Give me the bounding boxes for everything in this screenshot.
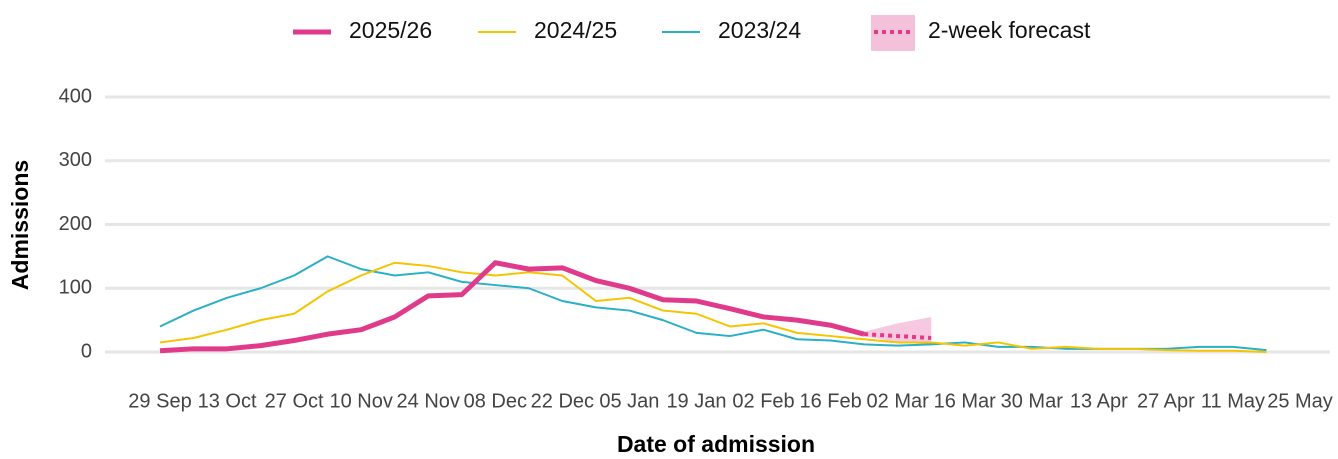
x-tick-label: 27 Apr bbox=[1137, 390, 1195, 412]
x-tick-label: 16 Feb bbox=[799, 390, 861, 412]
legend-label: 2-week forecast bbox=[928, 17, 1091, 43]
y-tick-label: 300 bbox=[59, 149, 92, 171]
x-tick-label: 19 Jan bbox=[666, 390, 726, 412]
legend-label: 2024/25 bbox=[534, 17, 617, 43]
x-tick-label: 02 Mar bbox=[867, 390, 930, 412]
y-tick-label: 400 bbox=[59, 85, 92, 107]
x-tick-label: 10 Nov bbox=[329, 390, 392, 412]
y-tick-label: 100 bbox=[59, 277, 92, 299]
x-tick-label: 27 Oct bbox=[265, 390, 324, 412]
legend-label: 2023/24 bbox=[718, 17, 801, 43]
x-tick-label: 24 Nov bbox=[397, 390, 460, 412]
legend-label: 2025/26 bbox=[349, 17, 432, 43]
x-tick-label: 02 Feb bbox=[732, 390, 794, 412]
series-line bbox=[159, 261, 1267, 353]
legend: 2025/26 2024/25 2023/24 2-week forecast bbox=[293, 15, 1091, 51]
x-tick-label: 13 Apr bbox=[1070, 390, 1128, 412]
x-tick-label: 08 Dec bbox=[464, 390, 527, 412]
forecast-line bbox=[864, 332, 932, 340]
x-tick-label: 05 Jan bbox=[599, 390, 659, 412]
x-tick-label: 29 Sep bbox=[128, 390, 191, 412]
x-axis-title: Date of admission bbox=[617, 431, 815, 457]
x-tick-label: 16 Mar bbox=[934, 390, 997, 412]
x-tick-label: 30 Mar bbox=[1001, 390, 1064, 412]
y-tick-label: 200 bbox=[59, 213, 92, 235]
x-tick-label: 25 May bbox=[1267, 390, 1333, 412]
y-tick-label: 0 bbox=[81, 340, 92, 362]
y-axis-title: Admissions bbox=[7, 160, 33, 290]
x-tick-label: 22 Dec bbox=[531, 390, 594, 412]
series-line bbox=[159, 260, 865, 354]
x-tick-label: 11 May bbox=[1201, 390, 1265, 412]
x-tick-label: 13 Oct bbox=[198, 390, 257, 412]
